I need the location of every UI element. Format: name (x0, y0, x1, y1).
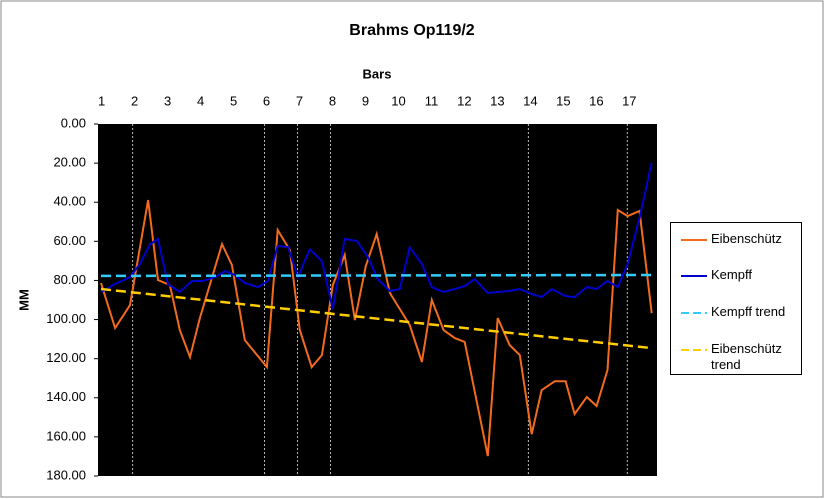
x-tick-label: 12 (457, 93, 471, 108)
y-tick-label: 20.00 (53, 155, 86, 170)
legend-entry: Eibenschütz (671, 231, 801, 247)
series-line (100, 287, 652, 350)
series-line (100, 273, 652, 278)
x-tick-label: 6 (263, 93, 270, 108)
legend-label: Eibenschütz trend (711, 341, 782, 372)
legend-label: Kempff trend (711, 304, 786, 319)
x-tick-label: 8 (329, 93, 336, 108)
legend-label: Kempff (711, 267, 752, 282)
y-tick-label: 40.00 (53, 194, 86, 209)
x-tick-label: 9 (362, 93, 369, 108)
x-tick-label: 10 (391, 93, 405, 108)
legend-swatch (681, 239, 707, 241)
x-tick-label: 5 (230, 93, 237, 108)
y-tick-label: 60.00 (53, 233, 86, 248)
legend-label: Eibenschütz (711, 231, 782, 246)
y-tick-label: 0.00 (61, 115, 86, 130)
x-tick-label: 17 (622, 93, 636, 108)
x-tick-label: 16 (589, 93, 603, 108)
legend-entry: Eibenschütz trend (671, 341, 801, 373)
x-tick-label: 3 (164, 93, 171, 108)
y-tick-label: 160.00 (46, 428, 86, 443)
legend: Eibenschütz Kempff Kempff trend Eibenschütz… (670, 222, 802, 375)
legend-swatch (681, 275, 707, 277)
x-tick-label: 15 (556, 93, 570, 108)
x-tick-label: 11 (425, 93, 439, 108)
legend-swatch (681, 312, 707, 314)
y-tick-label: 140.00 (46, 389, 86, 404)
plot-area (98, 124, 657, 476)
y-tick-label: 80.00 (53, 272, 86, 287)
y-axis-label: MM (16, 289, 31, 311)
x-tick-label: 7 (296, 93, 303, 108)
x-tick-label: 13 (490, 93, 504, 108)
x-tick-label: 14 (523, 93, 537, 108)
x-axis-label: Bars (363, 66, 392, 81)
series-line (100, 199, 653, 457)
legend-entry: Kempff trend (671, 304, 801, 320)
chart-title: Brahms Op119/2 (349, 22, 475, 39)
x-tick-label: 4 (197, 93, 204, 108)
x-tick-label: 1 (98, 93, 105, 108)
y-tick-label: 100.00 (46, 311, 86, 326)
series-line (100, 162, 653, 310)
y-tick-label: 120.00 (46, 350, 86, 365)
legend-swatch (681, 349, 707, 351)
legend-entry: Kempff (671, 267, 801, 283)
x-tick-label: 2 (131, 93, 138, 108)
y-tick-label: 180.00 (46, 467, 86, 482)
